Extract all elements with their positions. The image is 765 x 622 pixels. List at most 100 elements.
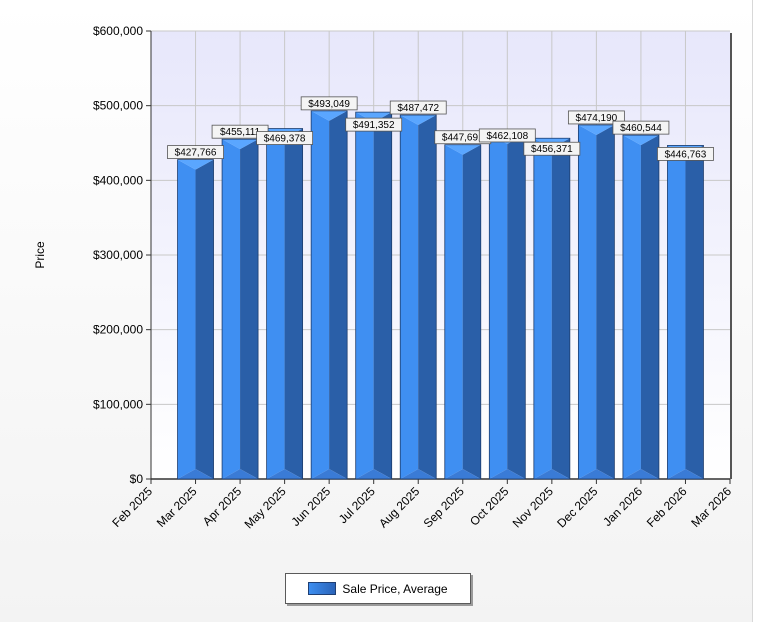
bar-right-face: [551, 138, 570, 479]
data-label-text: $446,763: [665, 149, 707, 160]
bar-outline: [667, 145, 704, 480]
data-label-text: $487,472: [397, 103, 439, 114]
x-tick-label: Nov 2025: [510, 484, 556, 530]
data-label: $474,190: [567, 110, 625, 125]
bar-bottom-bevel: [444, 469, 481, 479]
bar-bottom-bevel: [266, 469, 303, 479]
x-tick-label: Apr 2025: [200, 484, 245, 529]
data-label: $446,763: [657, 147, 714, 161]
y-axis-title: Price: [33, 241, 47, 269]
bar-outline: [399, 114, 437, 480]
bar-right-face: [462, 144, 481, 479]
bar-top-bevel: [311, 110, 348, 121]
bar-left-face: [222, 139, 241, 480]
x-tick-label: Sep 2025: [421, 484, 467, 530]
y-tick-label: $200,000: [93, 323, 143, 337]
legend-swatch: [308, 582, 337, 595]
data-label: $456,371: [523, 141, 581, 156]
x-tick-label: Feb 2026: [644, 484, 690, 530]
data-label: $462,108: [478, 128, 536, 143]
data-labels: $427,766$455,111$469,378 $493,049$491,352…: [167, 96, 714, 161]
x-tick-label: May 2025: [242, 484, 289, 531]
data-label: $469,378: [256, 131, 314, 145]
bar-outline: [266, 128, 304, 480]
bar-outline: [533, 137, 571, 480]
bar-left-face: [400, 115, 419, 479]
y-tick-label: $400,000: [93, 173, 143, 187]
bar-outline: [444, 144, 482, 480]
bar-top-bevel: [222, 139, 259, 150]
data-label: $491,352: [345, 117, 403, 132]
bar-outline: [177, 159, 214, 480]
data-label-box: [167, 145, 224, 160]
x-tick-label: Mar 2026: [688, 484, 734, 530]
bar-left-face: [489, 133, 508, 480]
bar-right-face: [685, 145, 704, 479]
bar-bottom-bevel: [489, 469, 526, 479]
data-label-box: [389, 100, 447, 115]
x-tick-label: Jun 2025: [288, 484, 333, 529]
x-tick-label: Aug 2025: [376, 484, 422, 530]
bar-left-face: [311, 110, 330, 479]
data-label-text: $460,544: [620, 123, 662, 134]
bar: [667, 145, 704, 480]
bar-bottom-bevel: [667, 469, 704, 479]
bar-top-bevel: [578, 124, 615, 135]
bar-top-bevel: [400, 115, 437, 126]
data-label-text: $474,190: [576, 113, 618, 124]
data-label-text: $455,111: [220, 127, 261, 138]
bar-bottom-bevel: [533, 469, 570, 479]
bar-left-face: [444, 144, 463, 479]
data-label: $460,544: [612, 120, 670, 135]
bar: [622, 134, 660, 480]
bar-top-bevel: [355, 112, 392, 123]
window-edge: [752, 0, 765, 622]
bar-top-bevel: [622, 135, 659, 146]
bar: [310, 110, 348, 480]
bar-bottom-bevel: [400, 469, 437, 479]
bar-right-face: [640, 135, 659, 480]
bar-left-face: [266, 128, 285, 479]
bar-right-face: [507, 133, 526, 480]
bar: [177, 159, 214, 480]
y-tick-label: $600,000: [93, 24, 143, 38]
bar-right-face: [596, 124, 615, 479]
x-tick-label: Jul 2025: [336, 484, 378, 526]
data-label-text: $447,691: [442, 133, 484, 144]
bar-right-face: [373, 112, 392, 479]
y-tick-label: $100,000: [93, 397, 143, 411]
bar: [399, 114, 437, 480]
x-tick-label: Oct 2025: [467, 484, 512, 529]
bar-bottom-bevel: [311, 469, 348, 479]
bar-right-face: [418, 115, 437, 479]
bar-bottom-bevel: [222, 469, 259, 479]
bar-right-face: [240, 139, 259, 480]
x-tick-label: Feb 2025: [109, 484, 155, 530]
bar-right-face: [329, 110, 348, 479]
data-label-box: [657, 147, 714, 161]
bar-bottom-bevel: [177, 469, 214, 479]
data-label-box: [523, 141, 581, 156]
data-label: $427,766: [167, 145, 224, 160]
legend-label: Sale Price, Average: [342, 581, 448, 596]
bar-right-face: [284, 128, 303, 479]
bar-left-face: [355, 112, 374, 479]
bar-bottom-bevel: [355, 469, 392, 479]
data-label-box: [345, 117, 403, 132]
bar-outline: [355, 111, 393, 480]
bar-outline: [221, 138, 259, 480]
data-label-text: $462,108: [486, 131, 528, 142]
data-label-text: $491,352: [353, 120, 395, 131]
bar: [577, 124, 615, 480]
x-tick-label: Mar 2025: [154, 484, 200, 530]
data-label: $487,472: [389, 100, 447, 115]
data-label-text: $469,378: [264, 134, 306, 145]
bar-left-face: [177, 159, 196, 479]
bar-bottom-bevel: [578, 469, 615, 479]
bar: [355, 111, 393, 480]
bar: [266, 128, 304, 480]
bars: [177, 110, 704, 480]
data-label-text: $456,371: [531, 144, 573, 155]
bar-top-bevel: [444, 144, 481, 155]
